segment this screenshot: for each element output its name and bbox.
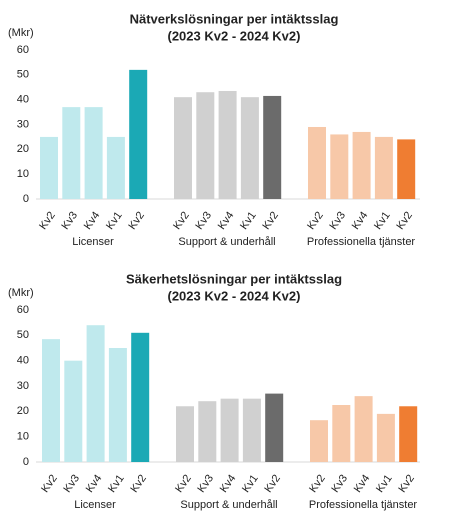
x-tick-label: Kv3 — [59, 210, 80, 232]
y-tick-label: 40 — [17, 355, 29, 367]
bar — [220, 398, 239, 462]
x-tick-label: Kv4 — [84, 473, 105, 495]
group-label: Support & underhåll — [180, 499, 277, 511]
y-tick-label: 50 — [17, 329, 29, 341]
chart-subtitle: (2023 Kv2 - 2024 Kv2) — [168, 288, 301, 303]
x-tick-label: Kv1 — [374, 473, 395, 495]
bar — [352, 131, 371, 199]
bar — [86, 325, 105, 462]
bar — [397, 139, 416, 199]
bar — [62, 107, 81, 199]
y-tick-label: 10 — [17, 431, 29, 443]
y-tick-label: 40 — [17, 94, 29, 106]
y-tick-label: 60 — [17, 44, 29, 56]
x-tick-label: Kv2 — [37, 210, 58, 232]
y-axis-label: (Mkr) — [8, 27, 34, 39]
chart-subtitle: (2023 Kv2 - 2024 Kv2) — [168, 28, 301, 43]
x-tick-label: Kv1 — [238, 210, 259, 232]
bar — [196, 92, 215, 199]
y-tick-label: 30 — [17, 380, 29, 392]
x-tick-label: Kv4 — [218, 473, 239, 495]
bar — [198, 401, 217, 462]
x-tick-label: Kv2 — [307, 473, 328, 495]
x-tick-label: Kv1 — [372, 210, 393, 232]
x-tick-label: Kv2 — [394, 210, 415, 232]
y-tick-label: 60 — [17, 304, 29, 316]
x-tick-label: Kv3 — [195, 473, 216, 495]
x-tick-label: Kv2 — [396, 473, 417, 495]
bar — [399, 406, 418, 462]
x-tick-label: Kv1 — [104, 210, 125, 232]
bar — [354, 396, 373, 462]
x-tick-label: Kv1 — [106, 473, 127, 495]
bar — [374, 136, 393, 199]
bar — [308, 126, 326, 199]
bar — [263, 95, 282, 199]
x-tick-label: Kv2 — [173, 473, 194, 495]
y-tick-label: 50 — [17, 69, 29, 81]
x-tick-label: Kv3 — [193, 210, 214, 232]
x-tick-label: Kv3 — [61, 473, 82, 495]
bar — [84, 107, 103, 199]
bar — [376, 413, 395, 462]
x-tick-label: Kv2 — [39, 473, 60, 495]
bar — [174, 97, 192, 199]
bar — [64, 360, 83, 462]
group-label: Licenser — [74, 499, 116, 511]
x-tick-label: Kv4 — [350, 210, 371, 232]
bar — [42, 339, 60, 462]
y-tick-label: 0 — [23, 456, 29, 468]
bar — [330, 134, 349, 199]
group-label: Professionella tjänster — [307, 236, 416, 248]
x-tick-label: Kv2 — [260, 210, 281, 232]
bar — [242, 398, 261, 462]
bar — [240, 97, 259, 199]
y-axis-label: (Mkr) — [8, 287, 34, 299]
x-tick-label: Kv4 — [216, 210, 237, 232]
group-label: Licenser — [72, 236, 114, 248]
x-tick-label: Kv2 — [126, 210, 147, 232]
bar — [218, 90, 237, 199]
bar — [176, 406, 194, 462]
group-label: Professionella tjänster — [309, 499, 418, 511]
y-tick-label: 0 — [23, 193, 29, 205]
bar — [108, 348, 127, 462]
bar — [310, 420, 328, 462]
x-tick-label: Kv2 — [171, 210, 192, 232]
x-tick-label: Kv3 — [327, 210, 348, 232]
x-tick-label: Kv4 — [82, 210, 103, 232]
chart-title: Nätverkslösningar per intäktsslag — [130, 11, 339, 26]
y-tick-label: 20 — [17, 405, 29, 417]
x-tick-label: Kv1 — [240, 473, 261, 495]
y-tick-label: 30 — [17, 118, 29, 130]
bar — [129, 69, 148, 199]
x-tick-label: Kv2 — [262, 473, 283, 495]
chart-title: Säkerhetslösningar per intäktsslag — [126, 271, 342, 286]
bar — [106, 136, 125, 199]
x-tick-label: Kv3 — [329, 473, 350, 495]
bar — [332, 405, 351, 462]
bar — [40, 136, 58, 199]
y-tick-label: 10 — [17, 168, 29, 180]
x-tick-label: Kv4 — [352, 473, 373, 495]
x-tick-label: Kv2 — [128, 473, 149, 495]
bar — [265, 393, 284, 462]
group-label: Support & underhåll — [178, 236, 275, 248]
y-tick-label: 20 — [17, 143, 29, 155]
x-tick-label: Kv2 — [305, 210, 326, 232]
bar — [131, 332, 150, 462]
